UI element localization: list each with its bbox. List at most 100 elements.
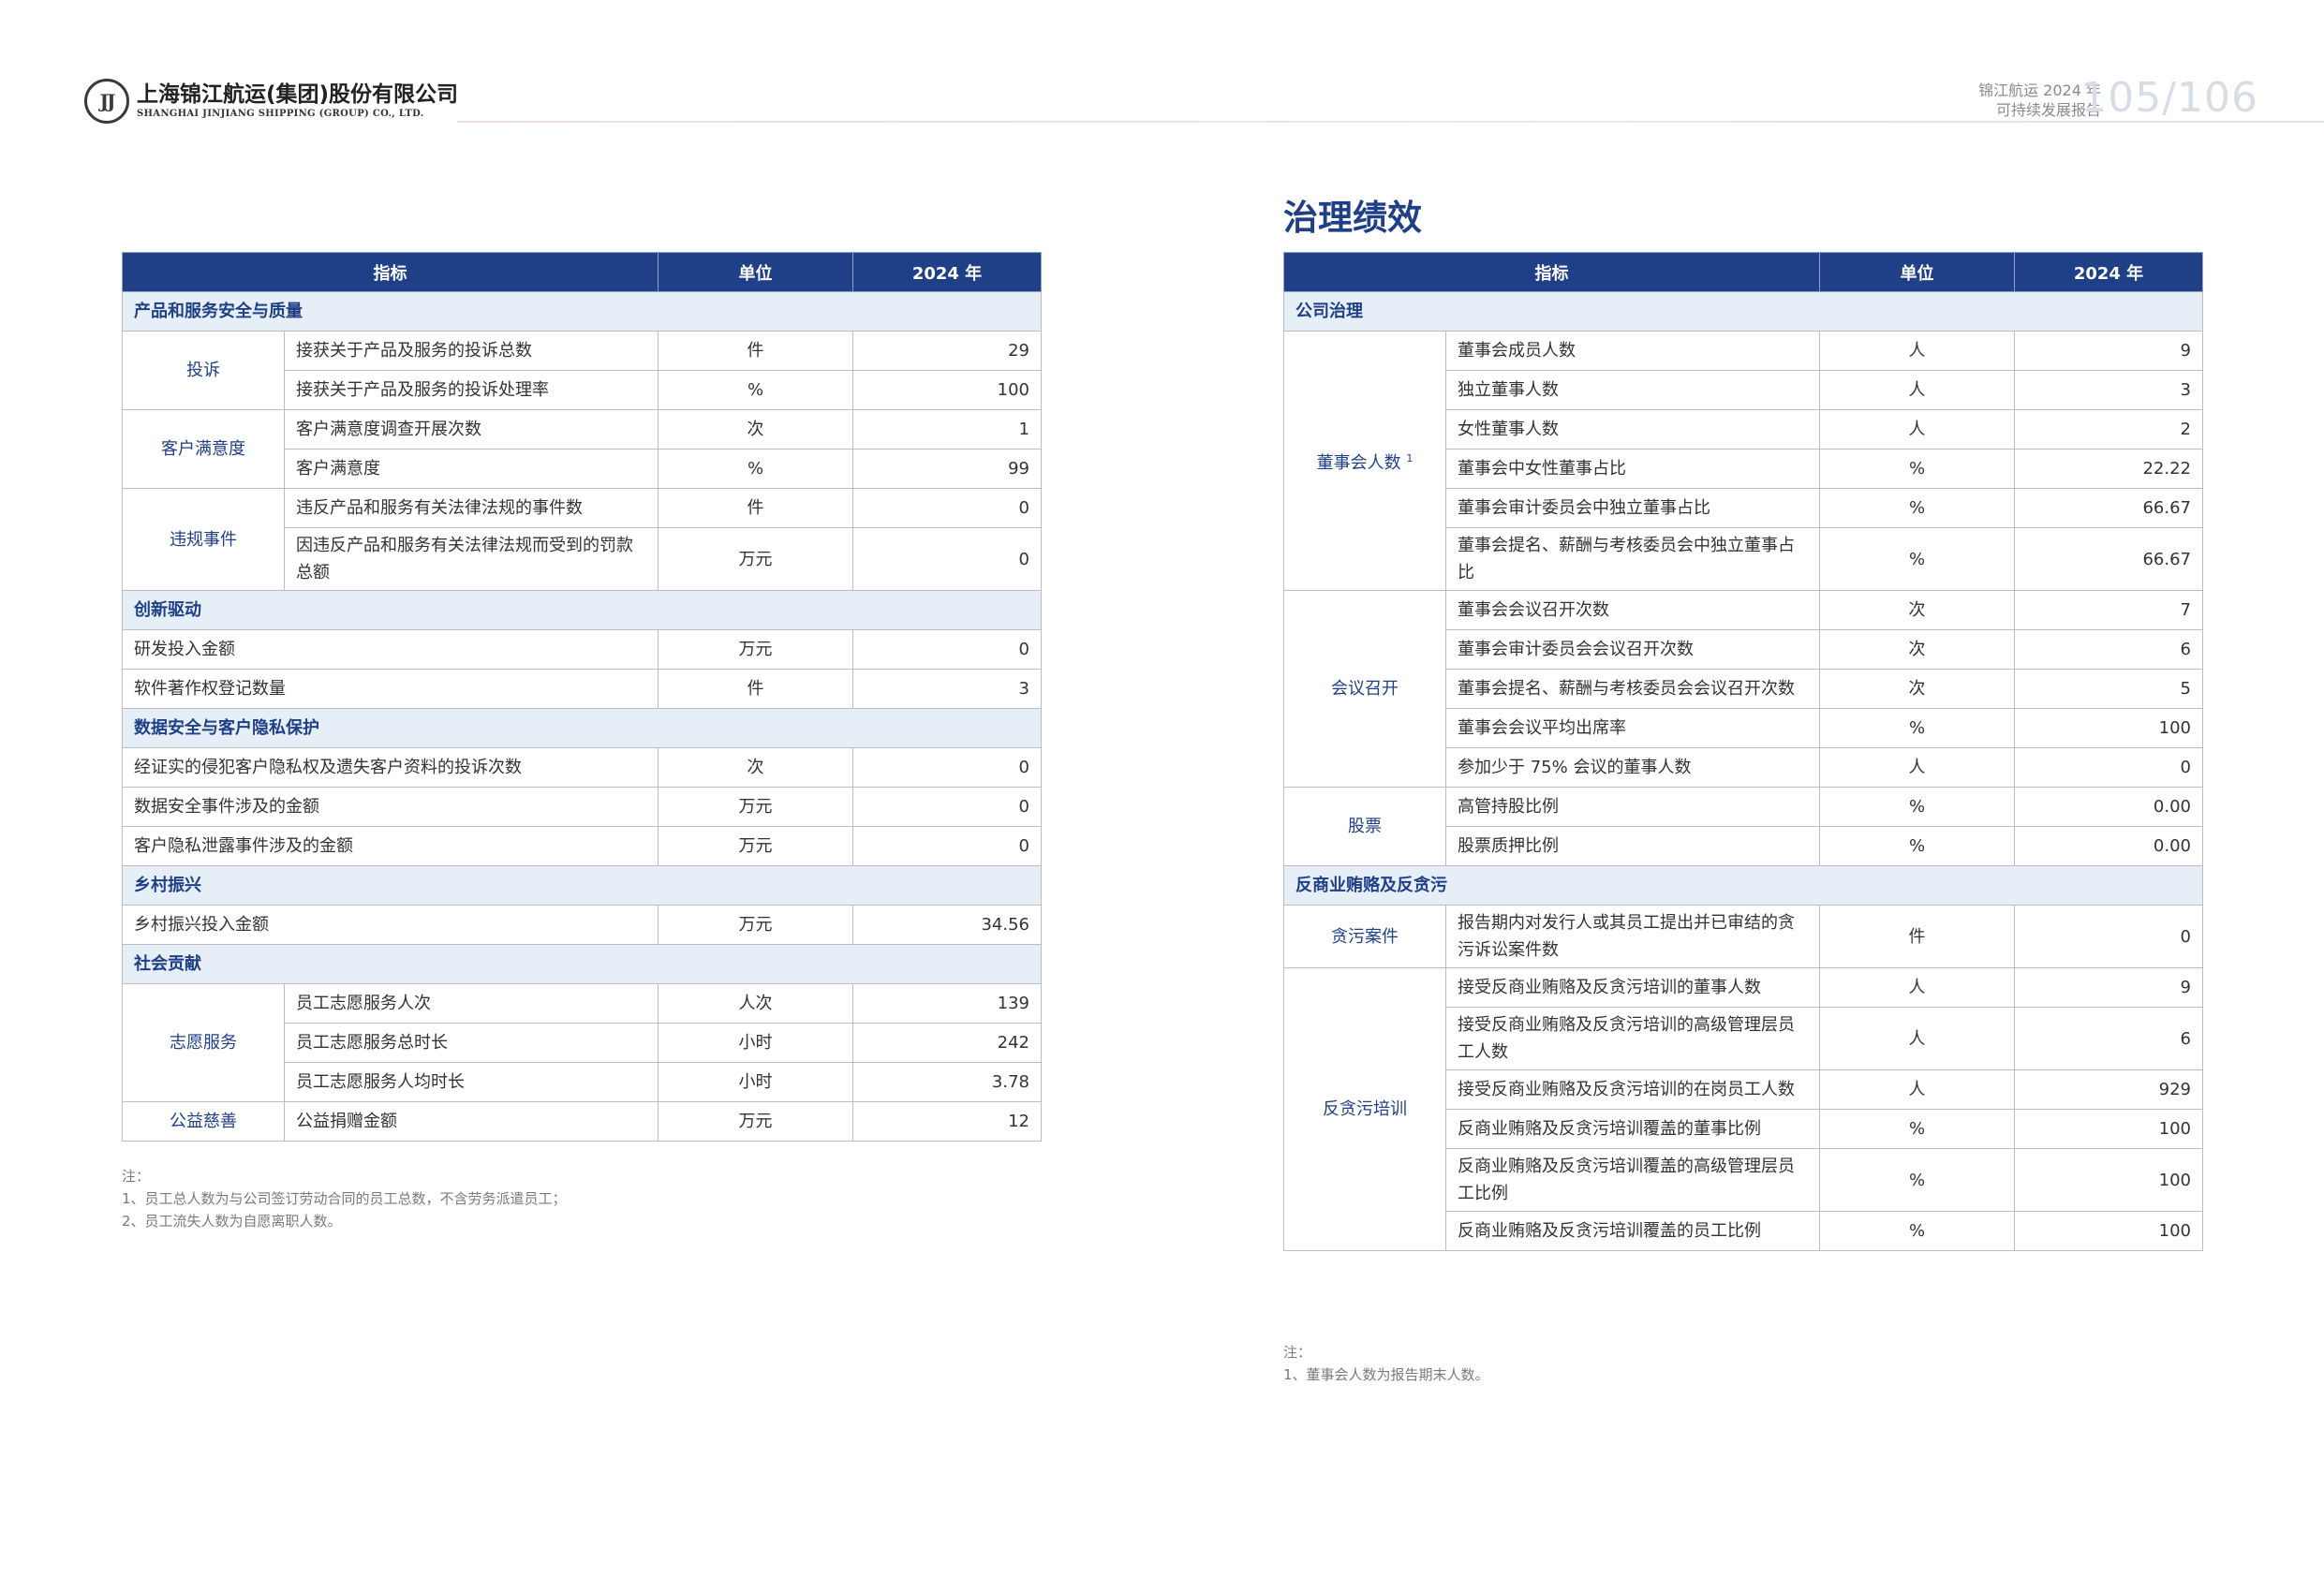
- unit-cell: 小时: [658, 1062, 853, 1102]
- table-row: 数据安全事件涉及的金额 万元 0: [122, 787, 1042, 827]
- table-row: 会议召开 董事会会议召开次数次 7: [1283, 590, 2203, 788]
- value-cell: 6: [2014, 629, 2203, 670]
- table-body: 公司治理 董事会人数 1 董事会成员人数人 9 独立董事人数人 3 女性董事人数人 2 董事会中…: [1283, 291, 2203, 1251]
- table-row: 客户满意度 客户满意度调查开展次数次 1: [122, 409, 1042, 489]
- section-title-cell: 乡村振兴: [122, 865, 1042, 906]
- value-cell: 6: [2014, 1007, 2203, 1070]
- unit-cell: %: [1819, 1148, 2015, 1212]
- indicator-cell: 乡村振兴投入金额: [122, 905, 659, 945]
- value-cell: 1: [852, 409, 1042, 450]
- value-cell: 3.78: [852, 1062, 1042, 1102]
- footnote-marker: 1: [1406, 452, 1414, 464]
- unit-cell: 人: [1819, 370, 2015, 410]
- category-label: 投诉: [186, 361, 220, 380]
- value-cell: 9: [2014, 331, 2203, 371]
- unit-cell: 次: [1819, 590, 2015, 630]
- indicator-cell: 董事会审计委员会会议召开次数: [1445, 629, 1820, 670]
- value-cell: 2: [2014, 409, 2203, 450]
- unit-cell: 万元: [658, 787, 853, 827]
- unit-cell: 次: [1819, 629, 2015, 670]
- value-cell: 0: [852, 629, 1042, 670]
- indicator-cell: 反商业贿赂及反贪污培训覆盖的高级管理层员工比例: [1445, 1148, 1820, 1212]
- value-cell: 100: [2014, 708, 2203, 748]
- value-cell: 0: [852, 826, 1042, 866]
- indicator-cell: 董事会会议平均出席率: [1445, 708, 1820, 748]
- unit-cell: %: [658, 449, 853, 489]
- category-label: 贪污案件: [1331, 926, 1399, 947]
- table-row: 反贪污培训 接受反商业贿赂及反贪污培训的董事人数人 9: [1283, 967, 2203, 1251]
- unit-cell: 万元: [658, 826, 853, 866]
- unit-cell: 万元: [658, 905, 853, 945]
- category-label: 股票: [1348, 817, 1382, 836]
- value-cell: 3: [852, 669, 1042, 709]
- value-cell: 0: [852, 527, 1042, 591]
- category-cell: 公益慈善: [122, 1101, 285, 1142]
- value-cell: 0: [2014, 905, 2203, 968]
- value-cell: 0.00: [2014, 787, 2203, 827]
- report-title-line2: 可持续发展报告: [1995, 101, 2101, 119]
- indicator-cell: 董事会会议召开次数: [1445, 590, 1820, 630]
- category-cell: 客户满意度: [122, 409, 285, 489]
- indicator-cell: 独立董事人数: [1445, 370, 1820, 410]
- table-row: 贪污案件 报告期内对发行人或其员工提出并已审结的贪污诉讼案件数件 0: [1283, 905, 2203, 968]
- table-row: 反商业贿赂及反贪污培训覆盖的员工比例% 100: [1284, 1211, 2203, 1251]
- indicator-cell: 董事会中女性董事占比: [1445, 449, 1820, 489]
- indicator-cell: 接受反商业贿赂及反贪污培训的在岗员工人数: [1445, 1069, 1820, 1110]
- unit-cell: 人: [1819, 1069, 2015, 1110]
- unit-cell: %: [1819, 708, 2015, 748]
- value-cell: 0.00: [2014, 826, 2203, 866]
- header-year: 2024 年: [852, 252, 1042, 292]
- table-row: 乡村振兴投入金额 万元 34.56: [122, 905, 1042, 945]
- table-row: 董事会人数 1 董事会成员人数人 9: [1283, 331, 2203, 591]
- table-row: 因违反产品和服务有关法律法规而受到的罚款总额 万元 0: [123, 527, 1042, 591]
- governance-table: 指标 单位 2024 年 公司治理 董事会人数 1 董事会成员人数人 9 独立董事人数人…: [1283, 252, 2203, 1251]
- company-name-cn: 上海锦江航运(集团)股份有限公司: [137, 82, 459, 107]
- table-row: 董事会提名、薪酬与考核委员会会议召开次数次 5: [1284, 669, 2203, 709]
- note-line: 1、员工总人数为与公司签订劳动合同的员工总数，不含劳务派遣员工；: [122, 1190, 567, 1207]
- section-row: 产品和服务安全与质量: [122, 291, 1042, 332]
- table-row: 研发投入金额 万元 0: [122, 629, 1042, 670]
- unit-cell: %: [1819, 1211, 2015, 1251]
- unit-cell: %: [1819, 449, 2015, 489]
- indicator-cell: 公益捐赠金额: [284, 1101, 659, 1142]
- value-cell: 100: [2014, 1109, 2203, 1149]
- section-title-cell: 数据安全与客户隐私保护: [122, 708, 1042, 748]
- unit-cell: 人: [1819, 409, 2015, 450]
- note-line: 注：: [122, 1168, 151, 1185]
- indicator-cell: 因违反产品和服务有关法律法规而受到的罚款总额: [284, 527, 659, 591]
- header-year: 2024 年: [2014, 252, 2203, 292]
- value-cell: 100: [2014, 1148, 2203, 1212]
- unit-cell: 件: [658, 331, 853, 371]
- table-row: 接受反商业贿赂及反贪污培训的高级管理层员工人数人 6: [1284, 1007, 2203, 1070]
- category-label: 志愿服务: [170, 1033, 237, 1053]
- category-label: 董事会人数: [1316, 453, 1401, 473]
- table-row: 员工志愿服务总时长 小时 242: [123, 1023, 1042, 1063]
- value-cell: 7: [2014, 590, 2203, 630]
- unit-cell: 小时: [658, 1023, 853, 1063]
- value-cell: 34.56: [852, 905, 1042, 945]
- category-label: 反贪污培训: [1323, 1099, 1407, 1119]
- section-row: 创新驱动: [122, 590, 1042, 630]
- section-row: 乡村振兴: [122, 865, 1042, 906]
- jinjiang-logo-icon: JJ: [84, 79, 129, 124]
- unit-cell: 次: [658, 747, 853, 788]
- category-cell: 反贪污培训: [1283, 967, 1446, 1251]
- indicator-cell: 董事会提名、薪酬与考核委员会中独立董事占比: [1445, 527, 1820, 591]
- indicator-cell: 高管持股比例: [1445, 787, 1820, 827]
- section-row: 数据安全与客户隐私保护: [122, 708, 1042, 748]
- table-row: 员工志愿服务人均时长 小时 3.78: [123, 1062, 1042, 1102]
- header-indicator: 指标: [122, 252, 659, 292]
- value-cell: 0: [2014, 747, 2203, 788]
- unit-cell: 人次: [658, 983, 853, 1024]
- table-row: 投诉 接获关于产品及服务的投诉总数件 29: [122, 331, 1042, 410]
- indicator-cell: 经证实的侵犯客户隐私权及遗失客户资料的投诉次数: [122, 747, 659, 788]
- table-row: 客户满意度% 99: [123, 449, 1042, 489]
- value-cell: 66.67: [2014, 488, 2203, 528]
- social-performance-table: 指标 单位 2024 年 产品和服务安全与质量 投诉 接获关于产品及服务的投诉总数件…: [122, 252, 1042, 1142]
- indicator-cell: 客户隐私泄露事件涉及的金额: [122, 826, 659, 866]
- unit-cell: %: [1819, 1109, 2015, 1149]
- section-title-cell: 反商业贿赂及反贪污: [1283, 865, 2203, 906]
- indicator-cell: 接受反商业贿赂及反贪污培训的高级管理层员工人数: [1445, 1007, 1820, 1070]
- category-cell: 会议召开: [1283, 590, 1446, 788]
- indicator-cell: 员工志愿服务人次: [284, 983, 659, 1024]
